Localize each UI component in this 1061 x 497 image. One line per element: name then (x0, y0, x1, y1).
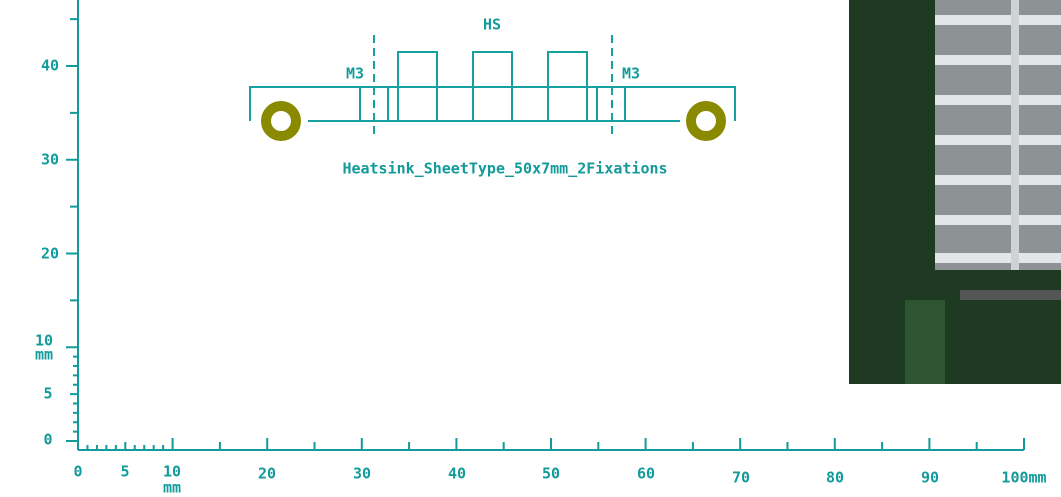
x-ruler-label: 80 (826, 469, 844, 487)
footprint-name: Heatsink_SheetType_50x7mm_2Fixations (342, 160, 667, 178)
photo (849, 0, 1061, 384)
x-ruler-label: 40 (448, 465, 466, 483)
x-ruler-label: 90 (921, 469, 939, 487)
fins (359, 51, 626, 122)
x-ruler-label: 60 (637, 465, 655, 483)
x-ruler-label: 0 (73, 463, 82, 481)
x-ruler-label: 20 (258, 465, 276, 483)
y-ruler-label: 10 (35, 332, 53, 350)
x-ruler-label: 10 (163, 463, 181, 481)
x-ruler-label: 50 (542, 465, 560, 483)
footprint: HS M3 M3 Heatsink_SheetType_50x7mm_2Fixa… (249, 16, 736, 178)
body-label: HS (483, 16, 501, 34)
y-ruler-label: mm (35, 346, 53, 364)
mount-hole (261, 101, 301, 141)
hole-label: M3 (346, 65, 364, 83)
hole-label: M3 (622, 65, 640, 83)
x-ruler-label: 70 (732, 469, 750, 487)
y-ruler-label: 20 (41, 245, 59, 263)
mount-hole (686, 101, 726, 141)
y-ruler-label: 40 (41, 57, 59, 75)
x-ruler-label: 30 (353, 465, 371, 483)
x-ruler-label: mm (163, 479, 181, 497)
x-ruler-label: 100mm (1001, 469, 1046, 487)
y-ruler-label: 30 (41, 151, 59, 169)
y-ruler-label: 0 (43, 431, 52, 449)
x-ruler-label: 5 (120, 463, 129, 481)
y-ruler-label: 5 (43, 385, 52, 403)
outline (249, 86, 736, 121)
